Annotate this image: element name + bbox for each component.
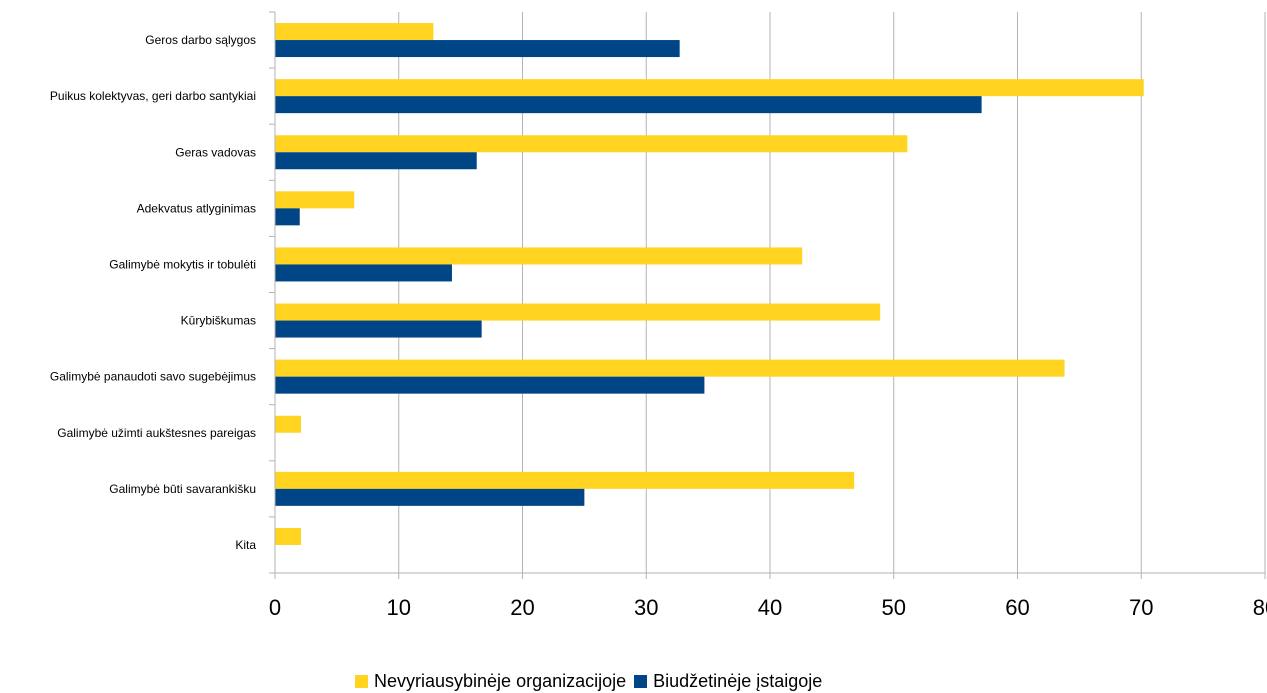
bar-budget <box>275 320 482 338</box>
bar-ngo <box>275 23 434 41</box>
legend-swatch-budget <box>634 674 648 688</box>
bars <box>275 23 1144 545</box>
x-tick-labels: 0 10 20 30 40 50 60 70 80 <box>269 595 1267 620</box>
bar-budget <box>275 376 705 394</box>
bar-ngo <box>275 471 855 489</box>
category-label: Geras vadovas <box>175 145 256 159</box>
x-tick-label: 60 <box>1005 595 1029 620</box>
bar-budget <box>275 208 300 226</box>
bar-budget <box>275 40 680 58</box>
x-tick-label: 40 <box>758 595 782 620</box>
category-label: Galimybė būti savarankišku <box>109 482 256 496</box>
axes <box>269 11 1266 579</box>
x-tick-label: 50 <box>882 595 906 620</box>
bar-ngo <box>275 247 803 265</box>
legend: Nevyriausybinėje organizacijoje Biudžeti… <box>355 669 830 693</box>
bar-budget <box>275 264 452 282</box>
bar-budget <box>275 488 585 506</box>
legend-item-budget: Biudžetinėje įstaigoje <box>634 671 822 692</box>
bar-ngo <box>275 135 908 153</box>
bar-ngo <box>275 303 881 321</box>
legend-label-ngo: Nevyriausybinėje organizacijoje <box>374 670 627 691</box>
bar-ngo <box>275 527 301 545</box>
bar-ngo <box>275 191 355 209</box>
category-label: Galimybė užimti aukštesnes pareigas <box>57 426 256 440</box>
category-label: Geros darbo sąlygos <box>145 33 256 47</box>
x-tick-label: 70 <box>1129 595 1153 620</box>
x-tick-label: 80 <box>1253 595 1267 620</box>
x-tick-label: 10 <box>387 595 411 620</box>
category-label: Kita <box>235 538 256 552</box>
category-label: Adekvatus atlyginimas <box>137 201 256 215</box>
bar-ngo <box>275 415 301 433</box>
bar-budget <box>275 152 477 170</box>
bar-budget <box>275 96 982 114</box>
x-tick-label: 20 <box>510 595 534 620</box>
legend-label-budget: Biudžetinėje įstaigoje <box>653 670 823 691</box>
x-tick-label: 30 <box>634 595 658 620</box>
bar-ngo <box>275 79 1144 97</box>
category-label: Galimybė panaudoti savo sugebėjimus <box>50 370 256 384</box>
category-label: Galimybė mokytis ir tobulėti <box>109 257 256 271</box>
x-tick-label: 0 <box>269 595 281 620</box>
bar-ngo <box>275 359 1065 377</box>
legend-swatch-ngo <box>355 674 368 688</box>
category-label: Kūrybiškumas <box>181 314 256 328</box>
category-labels: Geros darbo sąlygos Puikus kolektyvas, ge… <box>50 33 256 552</box>
category-label: Puikus kolektyvas, geri darbo santykiai <box>50 89 256 103</box>
legend-item-ngo: Nevyriausybinėje organizacijoje <box>355 671 626 692</box>
